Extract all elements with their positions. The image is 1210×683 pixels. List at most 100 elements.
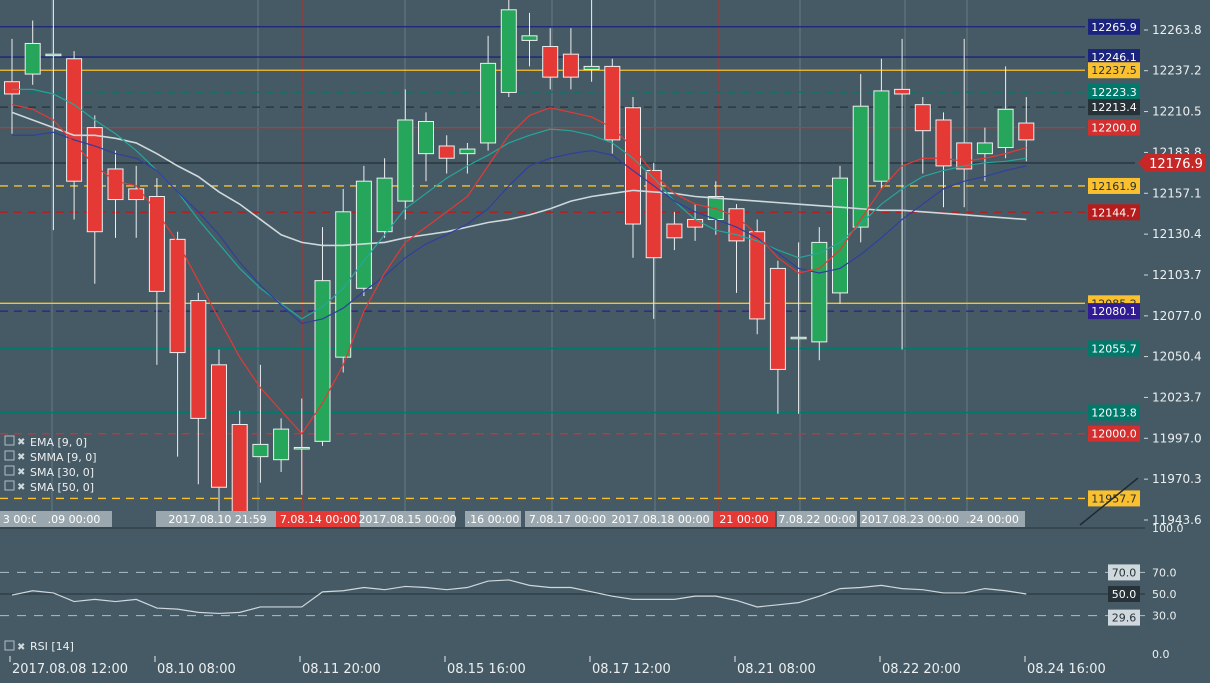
- time-label-badge[interactable]: [860, 511, 960, 527]
- price-level-label: 12080.1: [1091, 305, 1137, 318]
- candle: [24, 20, 41, 85]
- candle-body: [107, 168, 124, 201]
- indicator-label: SMMA [9, 0]: [30, 451, 97, 464]
- time-label-badge[interactable]: [36, 511, 112, 527]
- settings-icon[interactable]: [4, 450, 15, 461]
- candle-body: [894, 88, 911, 95]
- time-label-badge[interactable]: [156, 511, 279, 527]
- time-label-badge[interactable]: [777, 511, 857, 527]
- candle-body: [604, 65, 621, 141]
- time-axis[interactable]: 3 00:00.09 00:00 2017.08.10 21:59 7.08.14 …: [0, 511, 1025, 527]
- price-level-label: 12055.7: [1091, 342, 1137, 355]
- candle: [335, 188, 352, 373]
- price-level-badge[interactable]: [1088, 404, 1140, 421]
- settings-icon[interactable]: [4, 465, 15, 476]
- candle: [107, 150, 124, 238]
- candle: [583, 0, 600, 82]
- price-tick-label: 12263.8: [1152, 23, 1202, 37]
- remove-icon[interactable]: ✖: [17, 467, 25, 478]
- settings-icon[interactable]: [4, 435, 15, 446]
- time-label: .24 00:00: [966, 513, 1019, 526]
- rsi-level-badge: [1108, 586, 1140, 602]
- candle-body: [873, 90, 890, 182]
- candle-body: [562, 53, 579, 78]
- settings-icon[interactable]: [4, 640, 15, 651]
- candle: [976, 127, 993, 182]
- remove-icon[interactable]: ✖: [17, 452, 25, 463]
- candle: [4, 38, 20, 134]
- time-label-badge[interactable]: [608, 511, 713, 527]
- indicator-legend-item[interactable]: ✖ EMA [9, 0]: [4, 435, 87, 449]
- price-level-label: 12013.8: [1091, 407, 1137, 420]
- price-tick-label: 12023.7: [1152, 390, 1202, 404]
- price-level-badge[interactable]: [1088, 340, 1140, 357]
- price-axis[interactable]: 12263.812237.212210.512183.812157.112130…: [1088, 18, 1205, 527]
- candle: [273, 418, 290, 472]
- time-label: 7.08.14 00:00: [280, 513, 357, 526]
- price-level-label: 12161.9: [1091, 180, 1137, 193]
- price-level-badge[interactable]: [1088, 490, 1140, 507]
- candle-body: [790, 336, 807, 340]
- candle: [500, 0, 517, 98]
- candle-body: [1018, 122, 1035, 141]
- price-level-badge[interactable]: [1088, 303, 1140, 320]
- remove-icon[interactable]: ✖: [17, 482, 25, 493]
- ema9-line: [11, 104, 1027, 435]
- price-tick-label: 11943.6: [1152, 513, 1202, 527]
- indicator-legend-item[interactable]: ✖ SMA [50, 0]: [4, 480, 94, 494]
- candle: [562, 28, 579, 90]
- candle: [935, 112, 952, 208]
- price-level-badge[interactable]: [1088, 49, 1140, 66]
- price-level-label: 12246.1: [1091, 51, 1137, 64]
- candle-body: [852, 105, 869, 228]
- candle: [314, 227, 331, 446]
- time-label-badge[interactable]: [713, 511, 775, 527]
- candle: [832, 165, 848, 304]
- rsi-axis-label: 100.0: [1152, 522, 1184, 535]
- indicator-label: SMA [50, 0]: [30, 481, 94, 494]
- price-level-badge[interactable]: [1088, 119, 1140, 136]
- date-label: 08.21 08:00: [737, 662, 816, 677]
- time-label-badge[interactable]: [276, 511, 361, 527]
- remove-icon[interactable]: ✖: [17, 642, 25, 653]
- rsi-legend[interactable]: ✖ RSI [14]: [4, 640, 74, 653]
- price-tick-label: 12077.0: [1152, 309, 1202, 323]
- indicator-legend-item[interactable]: ✖ SMA [30, 0]: [4, 465, 94, 479]
- time-label-badge[interactable]: [960, 511, 1025, 527]
- candle: [790, 242, 807, 414]
- price-level-badge[interactable]: [1088, 99, 1140, 116]
- price-level-badge[interactable]: [1088, 18, 1140, 35]
- candle: [894, 38, 911, 350]
- time-label-badge[interactable]: [465, 511, 521, 527]
- price-level-badge[interactable]: [1088, 177, 1140, 194]
- price-level-badge[interactable]: [1088, 62, 1140, 79]
- price-level-badge[interactable]: [1088, 204, 1140, 221]
- price-level-badge[interactable]: [1088, 425, 1140, 442]
- candle-body: [376, 177, 393, 233]
- candle-body: [66, 58, 83, 182]
- candle: [914, 97, 931, 174]
- candle: [997, 66, 1014, 159]
- candle-body: [148, 195, 165, 292]
- indicator-label: SMA [30, 0]: [30, 466, 94, 479]
- time-label-badge[interactable]: [360, 511, 455, 527]
- price-tick-label: 12157.1: [1152, 186, 1202, 200]
- settings-icon[interactable]: [4, 480, 15, 491]
- time-label-badge[interactable]: [525, 511, 610, 527]
- price-level-label: 12237.5: [1091, 64, 1137, 77]
- moving-averages: [11, 88, 1027, 435]
- rsi-level-label: 50.0: [1112, 588, 1137, 601]
- rsi-axis-label: 70.0: [1152, 566, 1177, 579]
- time-label: .09 00:00: [48, 513, 101, 526]
- remove-icon[interactable]: ✖: [17, 437, 25, 448]
- price-level-badge[interactable]: [1088, 83, 1140, 100]
- indicator-legend-item[interactable]: ✖ SMMA [9, 0]: [4, 450, 97, 464]
- rsi-level-label: 29.6: [1112, 612, 1137, 625]
- candle-body: [24, 42, 41, 75]
- candle: [480, 35, 497, 151]
- price-level-label: 12200.0: [1091, 122, 1137, 135]
- rsi-axis-label: 50.0: [1152, 588, 1177, 601]
- trendline-drawing[interactable]: [1079, 477, 1139, 526]
- date-label: 08.10 08:00: [157, 662, 236, 677]
